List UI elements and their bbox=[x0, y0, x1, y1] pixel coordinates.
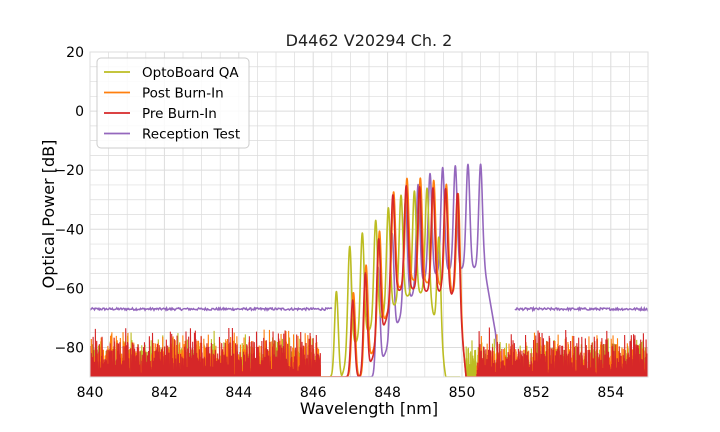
y-tick-label: −60 bbox=[54, 281, 84, 297]
series-baseline-right bbox=[514, 305, 648, 313]
y-tick-label: 0 bbox=[75, 104, 84, 120]
chart-title: D4462 V20294 Ch. 2 bbox=[286, 31, 453, 50]
x-tick-label: 842 bbox=[151, 385, 178, 401]
legend-entry-label: Reception Test bbox=[142, 127, 240, 143]
legend-entry-label: Post Burn-In bbox=[142, 86, 224, 102]
y-axis-ticks: 20 0 −20 −40 −60 −80 bbox=[54, 45, 84, 356]
legend-box bbox=[96, 57, 250, 149]
y-tick-label: −20 bbox=[54, 163, 84, 179]
x-axis-ticks: 840 842 844 846 848 850 852 854 bbox=[77, 385, 625, 401]
x-tick-label: 852 bbox=[523, 385, 550, 401]
y-tick-label: 20 bbox=[66, 45, 84, 61]
x-tick-label: 848 bbox=[374, 385, 401, 401]
y-axis-label: Optical Power [dB] bbox=[39, 140, 58, 289]
x-tick-label: 850 bbox=[449, 385, 476, 401]
x-tick-label: 854 bbox=[597, 385, 624, 401]
x-axis-label: Wavelength [nm] bbox=[300, 399, 438, 418]
y-tick-label: −80 bbox=[54, 340, 84, 356]
series-noise-right bbox=[476, 327, 648, 377]
x-tick-label: 844 bbox=[225, 385, 252, 401]
y-tick-label: −40 bbox=[54, 222, 84, 238]
series-layer bbox=[90, 163, 648, 377]
legend: OptoBoard QA Post Burn-In Pre Burn-In Recep… bbox=[96, 57, 250, 149]
legend-entry-label: Pre Burn-In bbox=[142, 106, 217, 122]
x-tick-label: 840 bbox=[77, 385, 104, 401]
plot-frame bbox=[89, 51, 649, 378]
series-noise-left bbox=[90, 328, 321, 377]
series-baseline-left bbox=[90, 305, 333, 312]
legend-entry-label: OptoBoard QA bbox=[142, 65, 239, 81]
x-tick-label: 846 bbox=[300, 385, 327, 401]
